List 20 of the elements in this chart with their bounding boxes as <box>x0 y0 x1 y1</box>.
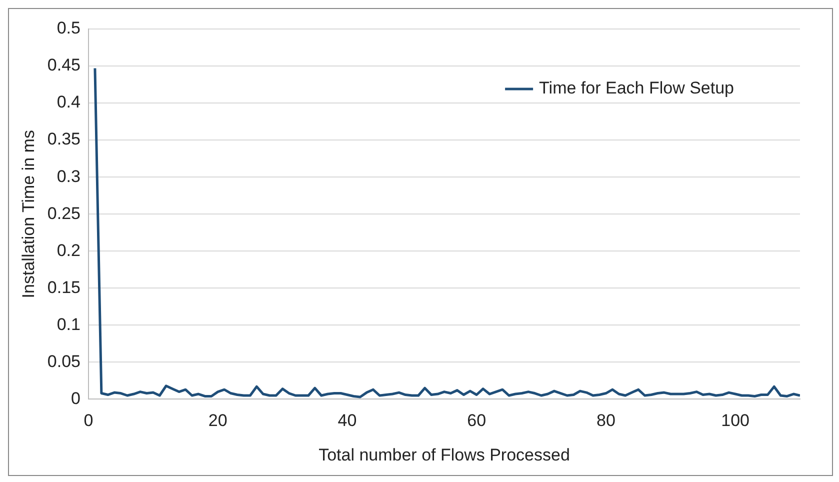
y-axis-title: Installation Time in ms <box>18 130 38 298</box>
x-axis-title: Total number of Flows Processed <box>318 445 570 464</box>
y-tick-label: 0 <box>71 388 80 408</box>
x-tick-label: 100 <box>721 411 750 430</box>
y-tick-label: 0.15 <box>47 278 80 297</box>
legend-label: Time for Each Flow Setup <box>539 78 734 98</box>
y-tick-label: 0.05 <box>47 352 80 371</box>
y-tick-label: 0.45 <box>47 56 80 75</box>
y-tick-label: 0.35 <box>47 130 80 149</box>
x-tick-label: 80 <box>596 411 616 430</box>
y-tick-label: 0.5 <box>56 18 80 38</box>
x-tick-label: 20 <box>208 411 228 430</box>
x-tick-label: 0 <box>84 411 94 430</box>
y-tick-label: 0.25 <box>47 204 80 223</box>
x-tick-label: 60 <box>467 411 486 430</box>
y-tick-label: 0.3 <box>56 166 80 186</box>
y-tick-label: 0.1 <box>56 314 80 334</box>
y-tick-label: 0.2 <box>56 240 80 260</box>
y-tick-label: 0.4 <box>56 92 80 112</box>
x-tick-label: 40 <box>338 411 357 430</box>
